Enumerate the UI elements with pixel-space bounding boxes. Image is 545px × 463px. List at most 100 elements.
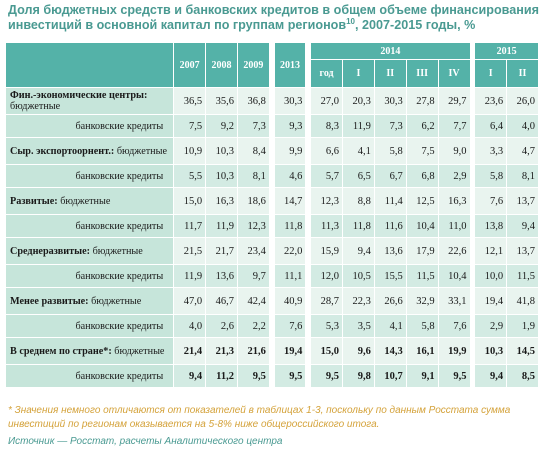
table-cell: 14,7 [273, 187, 307, 215]
table-cell: 26,0 [506, 87, 539, 115]
row-label: банковские кредиты [4, 114, 175, 138]
row-type: банковские кредиты [75, 120, 164, 132]
table-cell: 12,5 [405, 187, 439, 215]
table-cell: 42,4 [236, 287, 270, 315]
table-row: банковские кредиты 5,5 10,3 8,1 4,6 5,7 6,5 6,7… [4, 164, 539, 188]
header-year: 2008 [205, 42, 238, 88]
table-cell: 4,0 [173, 314, 207, 338]
table-cell: 19,4 [474, 287, 508, 315]
row-type: бюджетные [111, 345, 165, 357]
table-cell: 11,8 [342, 214, 375, 238]
row-label: банковские кредиты [4, 164, 175, 188]
table-row: банковские кредиты 4,0 2,6 2,2 7,6 5,3 3,5 4,1 5… [4, 314, 539, 338]
table-cell: 5,8 [474, 164, 508, 188]
table-cell: 22,0 [273, 237, 307, 265]
table-cell: 9,3 [273, 114, 307, 138]
table-cell: 6,8 [405, 164, 439, 188]
table-cell: 15,0 [310, 337, 343, 365]
table-cell: 7,5 [405, 137, 439, 165]
table-cell: 8,8 [342, 187, 375, 215]
table-cell: 8,5 [506, 364, 539, 388]
table-cell: 2,6 [205, 314, 238, 338]
table-cell: 13,8 [474, 214, 508, 238]
table-cell: 23,6 [474, 87, 508, 115]
table-cell: 28,7 [310, 287, 343, 315]
table-cell: 9,8 [342, 364, 375, 388]
table-cell: 1,9 [506, 314, 539, 338]
table-cell: 4,1 [342, 137, 375, 165]
table-cell: 6,6 [310, 137, 343, 165]
row-type: банковские кредиты [75, 370, 164, 382]
table-cell: 5,7 [310, 164, 343, 188]
table-cell: 14,5 [506, 337, 539, 365]
header-sub-2014: II [373, 59, 407, 88]
table-cell: 9,5 [236, 364, 270, 388]
table-cell: 27,8 [405, 87, 439, 115]
table-cell: 5,5 [173, 164, 207, 188]
row-label: банковские кредиты [4, 264, 175, 288]
row-type: банковские кредиты [75, 170, 164, 182]
table-cell: 41,8 [506, 287, 539, 315]
table-cell: 5,8 [373, 137, 407, 165]
table-cell: 30,3 [273, 87, 307, 115]
table-row: Фин.-экономические центры: бюджетные 36,5… [4, 87, 539, 115]
table-cell: 13,7 [506, 187, 539, 215]
table-cell: 6,7 [373, 164, 407, 188]
table-cell: 13,7 [506, 237, 539, 265]
table-cell: 9,1 [405, 364, 439, 388]
table-cell: 10,5 [342, 264, 375, 288]
table-cell: 11,6 [373, 214, 407, 238]
table-cell: 18,6 [236, 187, 270, 215]
table-cell: 26,6 [373, 287, 407, 315]
row-label: банковские кредиты [4, 314, 175, 338]
table-cell: 7,6 [474, 187, 508, 215]
table-cell: 11,0 [437, 214, 471, 238]
table-cell: 16,3 [437, 187, 471, 215]
table-row: Менее развитые: бюджетные 47,0 46,7 42,4 40,… [4, 287, 539, 315]
table-row: банковские кредиты 11,9 13,6 9,7 11,1 12,0 10,… [4, 264, 539, 288]
row-type: банковские кредиты [75, 320, 164, 332]
table-cell: 27,0 [310, 87, 343, 115]
row-type: бюджетные [10, 101, 61, 112]
table-row: Среднеразвитые: бюджетные 21,5 21,7 23,4 22,… [4, 237, 539, 265]
table-row: банковские кредиты 7,5 9,2 7,3 9,3 8,3 11,9 7,3… [4, 114, 539, 138]
table-cell: 14,3 [373, 337, 407, 365]
header-blank [4, 42, 175, 88]
row-group-name: Среднеразвитые: [10, 245, 91, 257]
table-cell: 47,0 [173, 287, 207, 315]
footnote: * Значения немного отличаются от показат… [8, 405, 511, 430]
table-cell: 9,4 [506, 214, 539, 238]
table-cell: 23,4 [236, 237, 270, 265]
table-cell: 7,5 [173, 114, 207, 138]
table-cell: 4,0 [506, 114, 539, 138]
header-year: 2013 [273, 42, 307, 88]
table-cell: 6,5 [342, 164, 375, 188]
table-cell: 9,5 [310, 364, 343, 388]
header-sub-2014: I [342, 59, 375, 88]
table-cell: 9,7 [236, 264, 270, 288]
table-cell: 7,7 [437, 114, 471, 138]
table-cell: 10,3 [474, 337, 508, 365]
table-cell: 19,9 [437, 337, 471, 365]
table-cell: 11,2 [205, 364, 238, 388]
data-table: 2007 2008 2009 2013 2014 2015 год I II I… [4, 42, 539, 388]
header-sub-2014: год [310, 59, 343, 88]
table-cell: 10,3 [205, 137, 238, 165]
table-cell: 5,8 [405, 314, 439, 338]
table-row: В среднем по стране*: бюджетные 21,4 21,3 2… [4, 337, 539, 365]
header-year-2015: 2015 [474, 42, 539, 60]
table-cell: 9,5 [273, 364, 307, 388]
table-row: Развитые: бюджетные 15,0 16,3 18,6 14,7 12,3 8… [4, 187, 539, 215]
table-cell: 9,5 [437, 364, 471, 388]
table-cell: 33,1 [437, 287, 471, 315]
header-sub-2014: III [405, 59, 439, 88]
table-cell: 11,7 [173, 214, 207, 238]
table-cell: 16,3 [205, 187, 238, 215]
table-cell: 3,3 [474, 137, 508, 165]
table-cell: 15,5 [373, 264, 407, 288]
table-cell: 6,4 [474, 114, 508, 138]
header-sub-2014: IV [437, 59, 471, 88]
table-cell: 8,4 [236, 137, 270, 165]
table-cell: 12,3 [236, 214, 270, 238]
row-label: банковские кредиты [4, 214, 175, 238]
